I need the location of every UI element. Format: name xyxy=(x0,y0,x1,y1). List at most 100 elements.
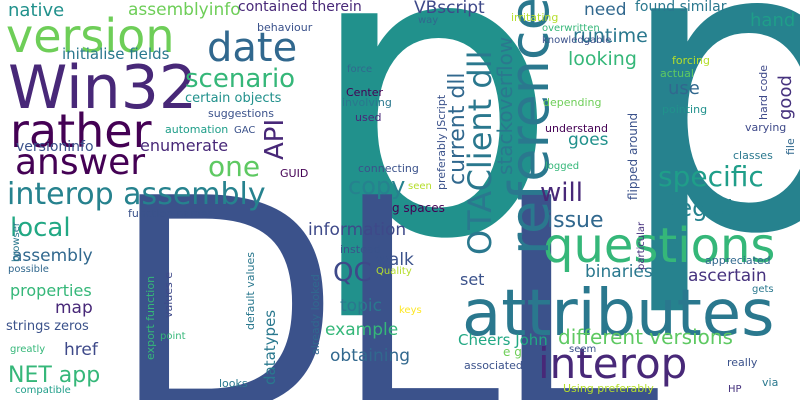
word-file: file xyxy=(784,138,797,155)
word-interop: interop xyxy=(538,339,688,388)
word-certain-objects: certain objects xyxy=(185,91,282,106)
word-quality: Quality xyxy=(376,266,412,277)
word-overwritten: overwritten xyxy=(542,23,600,34)
word-seem: seem xyxy=(569,344,597,355)
word-depending: depending xyxy=(543,96,602,109)
word-assemblyinfo: assemblyinfo xyxy=(128,0,241,20)
word-irritating: irritating xyxy=(511,11,559,24)
word-different-versions: different versions xyxy=(558,325,733,349)
word-one: one xyxy=(208,150,261,183)
word-will: will xyxy=(540,178,583,208)
word-forcing: forcing xyxy=(672,54,710,67)
word-center: Center xyxy=(346,86,384,99)
word-involving: involving xyxy=(342,96,392,109)
word-runtime: runtime xyxy=(573,25,648,47)
word-net-app: NET app xyxy=(8,363,101,388)
word-suggestions: suggestions xyxy=(208,107,274,120)
word-greatly: greatly xyxy=(10,344,46,355)
word-win32: Win32 xyxy=(8,53,198,123)
word-initialise-fields: initialise fields xyxy=(62,45,170,63)
word-logged: logged xyxy=(545,161,580,172)
word-set: set xyxy=(460,270,485,289)
word-interop-assembly: interop assembly xyxy=(7,177,266,212)
word-instead: instead xyxy=(340,243,381,256)
word-use: use xyxy=(668,78,700,99)
word-dll: DLL xyxy=(110,135,659,400)
word-datatypes: datatypes xyxy=(261,309,279,385)
word-looking: looking xyxy=(568,48,637,70)
word-attributes: attributes xyxy=(462,277,775,351)
word-gac: GAC xyxy=(234,125,256,136)
word-g-spaces: g spaces xyxy=(392,201,445,215)
word-already-looked: already looked xyxy=(309,274,322,355)
word-p-left: p xyxy=(305,0,559,327)
word-pointing: pointing xyxy=(662,103,708,116)
word-function-names: function names xyxy=(128,207,214,220)
word-good: good xyxy=(775,75,796,120)
word-local: local xyxy=(10,213,71,243)
word-values-e: values e xyxy=(162,271,175,318)
word-enumerate: enumerate xyxy=(140,136,229,155)
word-actual: actual xyxy=(660,67,694,80)
word-ascertain: ascertain xyxy=(688,266,767,286)
word-strings-zeros: strings zeros xyxy=(6,319,89,334)
word-href: href xyxy=(64,340,98,360)
word-native: native xyxy=(8,0,65,21)
word-flipped-around: flipped around xyxy=(626,112,640,200)
word-copy: copy xyxy=(348,172,406,200)
word-cheers-john: Cheers John xyxy=(458,331,548,349)
word-varying: varying xyxy=(745,121,787,134)
word-connecting: connecting xyxy=(358,162,419,175)
word-behaviour: behaviour xyxy=(257,21,313,34)
word-default-values: default values xyxy=(244,252,257,330)
word-answer: answer xyxy=(15,142,146,183)
word-registry: registry xyxy=(668,194,760,222)
word-versioninfo: versioninfo xyxy=(16,139,94,155)
word-understand: understand xyxy=(545,122,608,135)
word-binaries: binaries xyxy=(585,262,653,282)
word-api: API xyxy=(260,118,290,160)
word-map: map xyxy=(55,298,93,318)
word-properties: properties xyxy=(10,281,92,300)
word-issue: issue xyxy=(547,208,604,233)
word-classes: classes xyxy=(733,149,773,162)
word-point: point xyxy=(160,331,186,342)
word-using-preferably: Using preferably xyxy=(563,382,654,395)
word-goes: goes xyxy=(568,130,609,150)
word-walk: walk xyxy=(375,250,414,270)
word-hand: hand xyxy=(750,10,796,31)
word-vbscript: VBscript xyxy=(414,0,485,18)
word-information: information xyxy=(308,220,407,240)
word-preferably-jscript: preferably JScript xyxy=(435,94,448,190)
word-rather: rather xyxy=(10,104,152,158)
word-really: really xyxy=(727,356,758,369)
word-obtaining: obtaining xyxy=(330,346,411,366)
word-hard-code: hard code xyxy=(757,64,770,120)
word-appreciated: appreciated xyxy=(705,254,771,267)
word-need: need xyxy=(584,0,627,20)
word-force: force xyxy=(347,64,373,75)
word-e-g: e g xyxy=(503,345,522,359)
word-stackoverflow: stackoverflow xyxy=(493,36,517,175)
word-version: version xyxy=(6,9,175,63)
word-contained-therein: contained therein xyxy=(238,0,362,15)
word-knowledgable: knowledgable xyxy=(542,35,612,46)
word-questions: questions xyxy=(543,218,776,274)
word-topic: topic xyxy=(340,296,382,316)
word-associated: associated xyxy=(464,359,523,372)
word-gets: gets xyxy=(752,284,774,295)
word-looks: looks xyxy=(219,377,248,390)
word-found-similar: found similar xyxy=(635,0,727,15)
word-seen: seen xyxy=(408,181,432,192)
word-scenario: scenario xyxy=(185,64,296,94)
word-way: way xyxy=(418,15,439,26)
word-p-right: p xyxy=(615,0,800,322)
word-via: via xyxy=(762,376,779,389)
word-automation: automation xyxy=(165,123,229,136)
word-browser: browser xyxy=(11,221,22,262)
word-specific: specific xyxy=(658,160,764,193)
word-guid: GUID xyxy=(280,167,309,180)
word-date: date xyxy=(207,25,298,71)
word-export-function: export function xyxy=(144,275,157,360)
